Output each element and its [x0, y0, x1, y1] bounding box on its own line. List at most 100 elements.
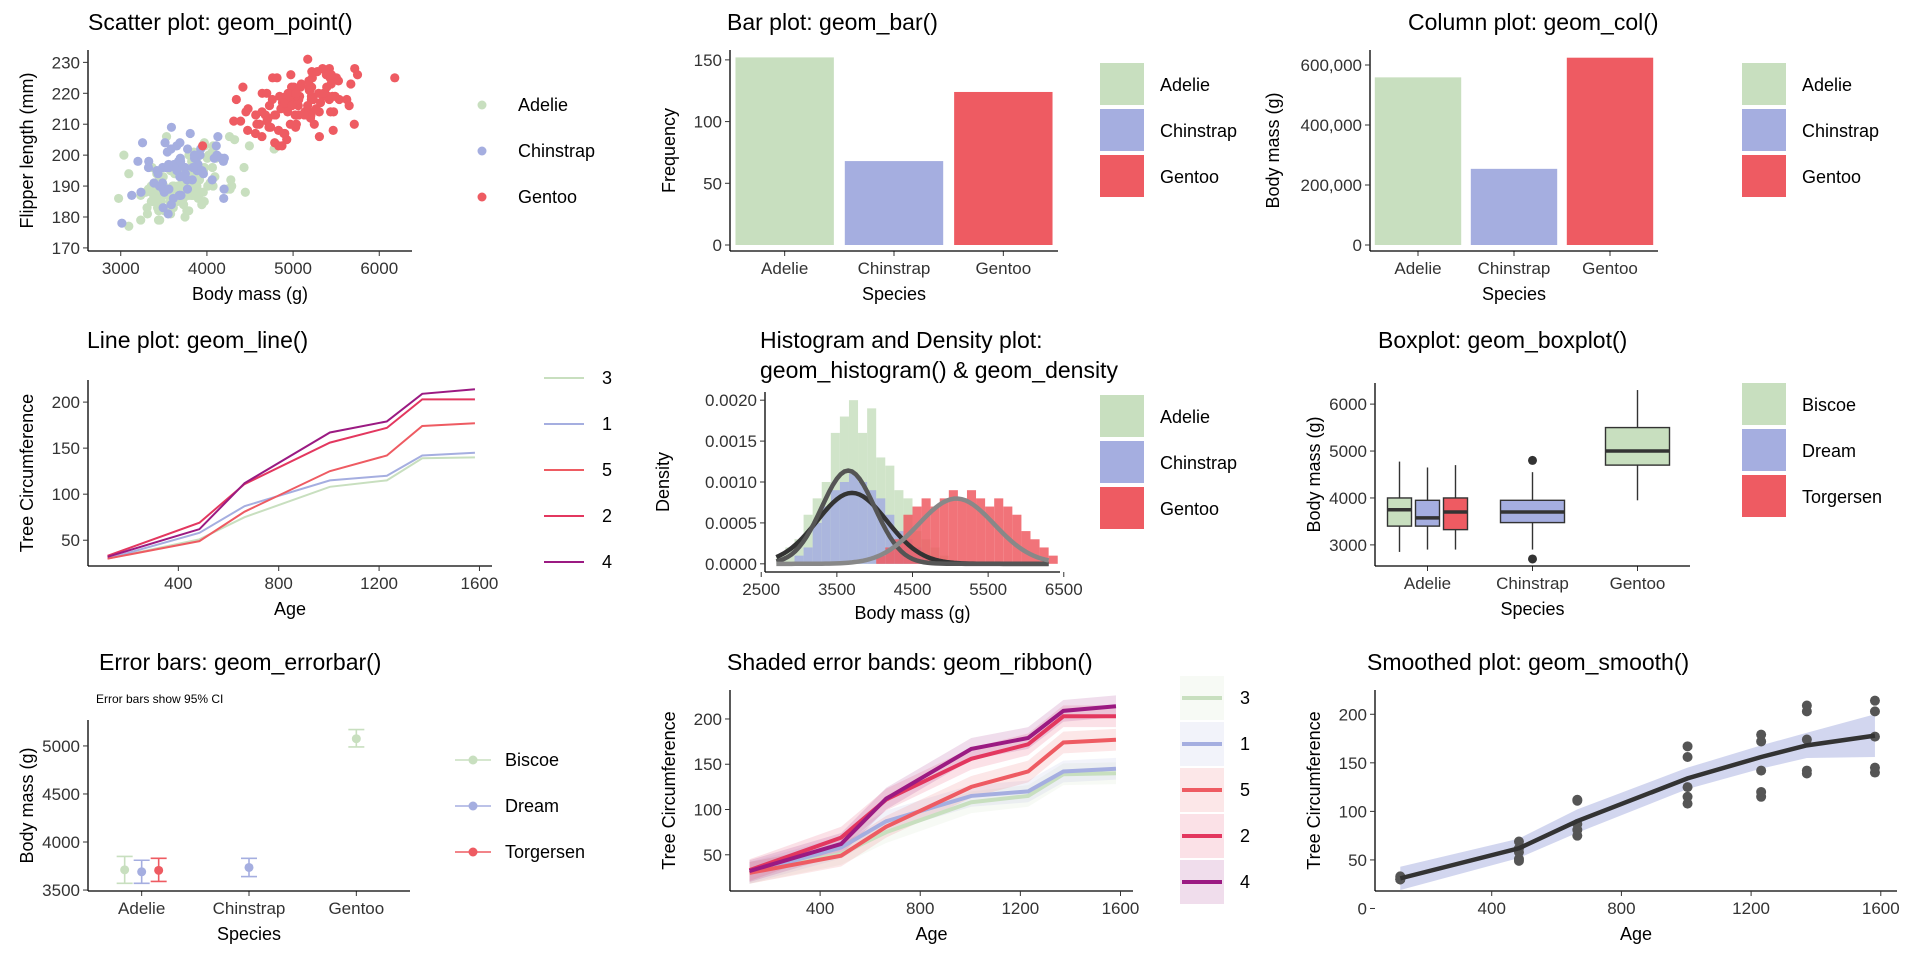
legend-label: 3: [1240, 688, 1250, 708]
data-point: [172, 141, 182, 151]
y-tick-label: 50: [703, 846, 722, 865]
bar: [1566, 57, 1654, 245]
data-point: [277, 141, 287, 151]
legend-label: Torgersen: [1802, 487, 1882, 507]
legend-label: 4: [1240, 872, 1250, 892]
legend-label: 3: [602, 368, 612, 388]
histogram-bar: [1030, 539, 1040, 564]
x-tick-label: 1600: [1862, 899, 1900, 918]
panel-histogram: 0.0000 0.0005 0.0010 0.0015 0.0020 2500 3500 45…: [653, 327, 1237, 623]
x-tick-label: Gentoo: [975, 259, 1031, 278]
data-point: [166, 200, 176, 210]
legend-label: 4: [602, 552, 612, 572]
data-point: [344, 101, 354, 111]
data-point: [251, 110, 261, 120]
data-point: [178, 200, 189, 210]
legend-key-rect: [1100, 441, 1144, 483]
x-axis-label: Species: [217, 924, 281, 944]
y-tick-label: 200: [694, 710, 722, 729]
chart-title: Histogram and Density plot:: [760, 327, 1043, 353]
chart-title: Column plot: geom_col(): [1408, 9, 1659, 35]
x-axis-label: Age: [1620, 924, 1652, 944]
legend-key-point: [468, 847, 478, 857]
y-tick-label: 100: [1339, 802, 1367, 821]
histogram-bar: [948, 490, 958, 564]
panel-smooth: 0 50 100 150 200 400 800 1200 1600 Smoothed plot:…: [1304, 649, 1900, 944]
x-axis-label: Age: [274, 599, 306, 619]
x-axis-label: Body mass (g): [854, 603, 970, 623]
data-point: [219, 184, 229, 194]
legend-label: 5: [1240, 780, 1250, 800]
histogram-bar: [876, 555, 886, 564]
data-point: [262, 88, 272, 98]
data-point: [318, 88, 329, 98]
x-tick-label: Gentoo: [1582, 259, 1638, 278]
y-tick-label: 150: [1339, 754, 1367, 773]
histogram-bar: [1039, 547, 1049, 564]
data-point: [1682, 791, 1693, 802]
bar: [954, 91, 1053, 245]
bar: [844, 161, 944, 245]
legend-key-rect: [1742, 109, 1786, 151]
x-tick-label: Adelie: [1394, 259, 1441, 278]
data-point: [198, 141, 208, 151]
x-axis-label: Age: [915, 924, 947, 944]
y-tick-label: 220: [52, 84, 80, 103]
data-point: [219, 153, 229, 163]
data-point: [286, 70, 296, 80]
legend-key-rect: [1100, 487, 1144, 529]
histogram-bar: [966, 490, 977, 564]
x-tick-label: Chinstrap: [1496, 574, 1569, 593]
data-point: [304, 82, 314, 92]
legend-label: Gentoo: [518, 187, 577, 207]
density-curve: [776, 496, 1050, 567]
data-point: [196, 187, 206, 197]
outlier-point: [1528, 455, 1537, 465]
legend-key-rect: [1100, 155, 1144, 197]
histogram-bar: [848, 473, 859, 564]
data-point: [211, 141, 221, 151]
chart-title: Smoothed plot: geom_smooth(): [1367, 649, 1689, 675]
x-tick-label: 1200: [1732, 899, 1770, 918]
data-point: [328, 125, 338, 135]
data-point: [326, 107, 336, 117]
x-tick-label: 800: [906, 899, 934, 918]
x-tick-label: 2500: [742, 580, 780, 599]
data-point: [136, 215, 146, 225]
legend-key-rect: [1100, 63, 1144, 105]
y-tick-label: 200: [1339, 705, 1367, 724]
x-axis-label: Species: [1500, 599, 1564, 619]
panel-bar: Adelie Chinstrap Gentoo 0 50 100 150 Bar plot: …: [659, 9, 1237, 304]
y-tick-label: 0.0000: [705, 555, 757, 574]
histogram-bar: [1012, 514, 1022, 564]
x-tick-label: 800: [265, 574, 293, 593]
data-point: [1682, 782, 1693, 793]
legend-key-point: [468, 801, 478, 811]
panel-col: Adelie Chinstrap Gentoo 0 200,000 400,000 600,…: [1263, 9, 1879, 304]
data-point: [154, 193, 164, 204]
data-point: [207, 162, 218, 173]
data-point: [158, 203, 168, 213]
histogram-bar: [957, 498, 967, 564]
panel-errorbar: Adelie Chinstrap Gentoo 3500 4000 4500 5000 Err…: [17, 649, 585, 944]
data-point: [349, 119, 359, 129]
x-tick-label: Gentoo: [1610, 574, 1666, 593]
legend-label: 5: [602, 460, 612, 480]
data-point: [164, 184, 174, 194]
data-point: [1682, 741, 1693, 752]
data-point: [267, 94, 277, 105]
y-tick-label: 50: [61, 531, 80, 550]
y-tick-label: 0: [713, 236, 722, 255]
y-tick-label: 5000: [1329, 442, 1367, 461]
histogram-bar: [985, 506, 995, 564]
y-tick-label: 200: [52, 146, 80, 165]
histogram-bar: [1048, 555, 1058, 564]
outlier-point: [1528, 554, 1537, 564]
chart-title: Boxplot: geom_boxplot(): [1378, 327, 1627, 353]
y-tick-label: 600,000: [1301, 56, 1362, 75]
histogram-bar: [812, 522, 822, 564]
bar: [1470, 168, 1558, 245]
y-tick-label: 100: [694, 113, 722, 132]
series-line: [748, 766, 1117, 875]
legend-label: Adelie: [1160, 75, 1210, 95]
